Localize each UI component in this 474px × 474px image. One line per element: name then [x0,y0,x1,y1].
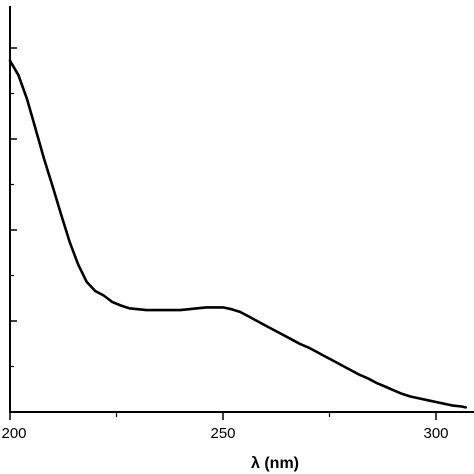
y-ticks [10,47,17,368]
x-tick-labels: 200 250 300 [1,425,448,442]
x-ticks [9,412,437,420]
x-axis-title: λ (nm) [251,455,299,472]
x-tick-label-2: 300 [423,425,448,442]
x-tick-label-0: 200 [1,425,26,442]
series-line [8,59,468,409]
x-tick-label-1: 250 [210,425,235,442]
